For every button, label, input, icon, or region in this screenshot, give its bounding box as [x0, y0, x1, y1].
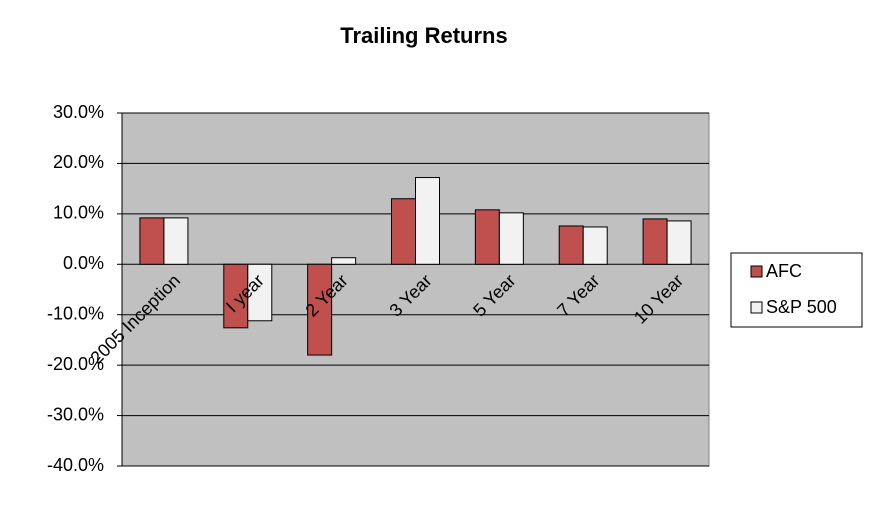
y-tick-label: 30.0%	[53, 102, 104, 122]
y-tick-label: -20.0%	[47, 354, 104, 374]
legend-swatch	[750, 265, 763, 278]
bar	[331, 257, 357, 265]
bar	[415, 177, 440, 265]
bar	[666, 220, 692, 265]
y-tick-label: 0.0%	[63, 253, 104, 273]
bar	[642, 218, 668, 265]
legend-box	[730, 252, 863, 328]
y-tick-label: 10.0%	[53, 203, 104, 223]
bar	[307, 263, 333, 356]
bar	[474, 209, 500, 265]
y-tick-label: -30.0%	[47, 404, 104, 424]
legend-swatch	[750, 301, 763, 314]
y-tick-label: 20.0%	[53, 152, 104, 172]
bar	[391, 198, 416, 265]
legend-label: S&P 500	[766, 297, 837, 317]
bar	[558, 225, 584, 265]
legend-label: AFC	[766, 261, 802, 281]
plot-area	[121, 112, 710, 467]
bar	[163, 217, 189, 265]
y-tick-label: -40.0%	[47, 455, 104, 475]
bar	[582, 226, 608, 265]
bar	[247, 263, 273, 322]
chart-title: Trailing Returns	[340, 23, 507, 48]
y-tick-label: -10.0%	[47, 303, 104, 323]
bar	[139, 217, 165, 265]
bar	[223, 263, 249, 329]
bar	[498, 212, 524, 265]
